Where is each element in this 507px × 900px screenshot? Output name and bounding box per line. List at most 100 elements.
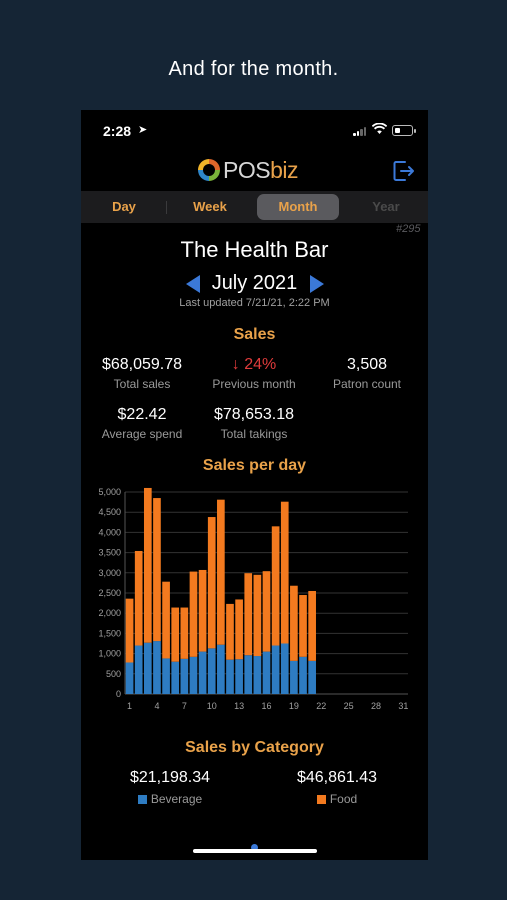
bar-food-day-20[interactable] — [299, 595, 307, 657]
bar-beverage-day-21[interactable] — [308, 660, 316, 694]
battery-icon — [392, 125, 416, 136]
total-sales-stat: $68,059.78 Total sales — [82, 356, 202, 391]
logout-icon[interactable] — [392, 160, 416, 182]
beverage-value: $21,198.34 — [129, 769, 211, 786]
sales-title: Sales — [233, 326, 276, 343]
patron-count-label: Patron count — [332, 377, 402, 391]
patron-count-value: 3,508 — [346, 356, 388, 373]
bar-food-day-6[interactable] — [171, 607, 180, 662]
bar-beverage-day-5[interactable] — [162, 658, 170, 694]
next-month-arrow-icon[interactable] — [310, 275, 324, 293]
x-tick-label: 25 — [344, 701, 354, 711]
posbiz-logo: POSbiz — [198, 157, 298, 183]
previous-month-arrow-icon[interactable] — [186, 275, 200, 293]
bar-food-day-13[interactable] — [235, 599, 243, 660]
bar-beverage-day-16[interactable] — [262, 651, 271, 694]
category-beverage: $21,198.34 Beverage — [100, 769, 240, 806]
bar-beverage-day-4[interactable] — [153, 641, 161, 694]
average-spend-stat: $22.42 Average spend — [82, 406, 202, 441]
total-takings-stat: $78,653.18 Total takings — [194, 406, 314, 441]
tab-month[interactable]: Month — [257, 194, 339, 220]
y-tick-label: 2,500 — [98, 588, 121, 598]
bar-food-day-17[interactable] — [271, 526, 280, 646]
sales-by-category-title: Sales by Category — [185, 739, 324, 756]
bar-beverage-day-14[interactable] — [244, 655, 253, 694]
y-tick-label: 3,000 — [98, 568, 121, 578]
y-tick-label: 3,500 — [98, 548, 121, 558]
bar-beverage-day-3[interactable] — [143, 642, 152, 694]
phone-screen: 2:28 ➤ POSbiz Day Week Month Year #295 T… — [81, 110, 428, 860]
bar-beverage-day-7[interactable] — [180, 658, 189, 694]
bar-beverage-day-10[interactable] — [207, 648, 216, 694]
bar-food-day-1[interactable] — [125, 598, 134, 663]
bar-beverage-day-1[interactable] — [125, 662, 134, 694]
bar-food-day-7[interactable] — [180, 607, 189, 659]
screenshot-caption: And for the month. — [168, 58, 339, 80]
x-tick-label: 22 — [316, 701, 326, 711]
bar-food-day-3[interactable] — [143, 487, 152, 643]
bar-beverage-day-11[interactable] — [217, 644, 225, 694]
average-spend-value: $22.42 — [117, 406, 167, 423]
bar-beverage-day-17[interactable] — [271, 645, 280, 694]
x-tick-label: 4 — [154, 701, 159, 711]
last-updated: Last updated 7/21/21, 2:22 PM — [179, 297, 330, 309]
category-food: $46,861.43 Food — [267, 769, 407, 806]
y-tick-label: 0 — [116, 689, 121, 699]
bar-beverage-day-18[interactable] — [280, 643, 289, 695]
current-month: July 2021 — [211, 272, 298, 294]
business-name: The Health Bar — [180, 237, 329, 262]
bar-food-day-14[interactable] — [244, 573, 253, 656]
bar-food-day-19[interactable] — [290, 585, 298, 661]
period-tabs: Day Week Month Year — [81, 191, 428, 223]
cellular-signal-icon — [353, 126, 367, 136]
app-header: POSbiz — [81, 150, 428, 190]
status-bar: 2:28 ➤ — [81, 110, 428, 150]
previous-month-label: Previous month — [212, 377, 296, 391]
bar-beverage-day-13[interactable] — [235, 659, 243, 694]
patron-count-stat: 3,508 Patron count — [307, 356, 427, 391]
y-tick-label: 5,000 — [98, 487, 121, 497]
bar-beverage-day-2[interactable] — [134, 645, 143, 694]
y-tick-label: 1,000 — [98, 649, 121, 659]
bar-beverage-day-19[interactable] — [290, 660, 298, 694]
previous-month-stat: ↓ 24% Previous month — [194, 356, 314, 391]
bar-food-day-10[interactable] — [207, 517, 216, 649]
y-tick-label: 4,000 — [98, 527, 121, 537]
average-spend-label: Average spend — [101, 427, 183, 441]
bar-food-day-2[interactable] — [134, 550, 143, 646]
bar-food-day-15[interactable] — [253, 574, 262, 657]
bar-food-day-11[interactable] — [217, 499, 225, 645]
location-arrow-icon: ➤ — [138, 124, 148, 136]
home-indicator[interactable] — [193, 849, 317, 853]
bar-food-day-8[interactable] — [189, 571, 198, 657]
tab-year[interactable]: Year — [372, 199, 400, 214]
x-tick-label: 16 — [261, 701, 271, 711]
logo-text: POSbiz — [223, 156, 298, 183]
bar-food-day-12[interactable] — [226, 603, 234, 660]
x-tick-label: 19 — [289, 701, 299, 711]
month-selector: July 2021 — [81, 271, 428, 297]
total-sales-value: $68,059.78 — [101, 356, 183, 373]
bar-food-day-9[interactable] — [198, 569, 207, 652]
bar-beverage-day-9[interactable] — [198, 651, 207, 694]
bar-beverage-day-20[interactable] — [299, 656, 307, 694]
tab-divider — [166, 201, 167, 214]
bar-food-day-18[interactable] — [280, 501, 289, 644]
tab-day[interactable]: Day — [112, 199, 136, 214]
food-swatch — [316, 795, 326, 804]
bar-food-day-21[interactable] — [308, 590, 316, 661]
bar-beverage-day-12[interactable] — [226, 659, 234, 694]
bar-food-day-5[interactable] — [162, 581, 170, 659]
y-tick-label: 2,000 — [98, 608, 121, 618]
bar-beverage-day-15[interactable] — [253, 656, 262, 694]
beverage-swatch — [137, 795, 147, 804]
bar-food-day-4[interactable] — [153, 498, 161, 642]
bar-beverage-day-6[interactable] — [171, 661, 180, 694]
arrow-down-icon: ↓ — [231, 356, 240, 373]
bar-beverage-day-8[interactable] — [189, 656, 198, 694]
x-tick-label: 28 — [371, 701, 381, 711]
food-label: Food — [329, 792, 358, 806]
tab-week[interactable]: Week — [193, 199, 227, 214]
bar-food-day-16[interactable] — [262, 571, 271, 652]
previous-month-value: ↓ 24% — [231, 356, 277, 373]
